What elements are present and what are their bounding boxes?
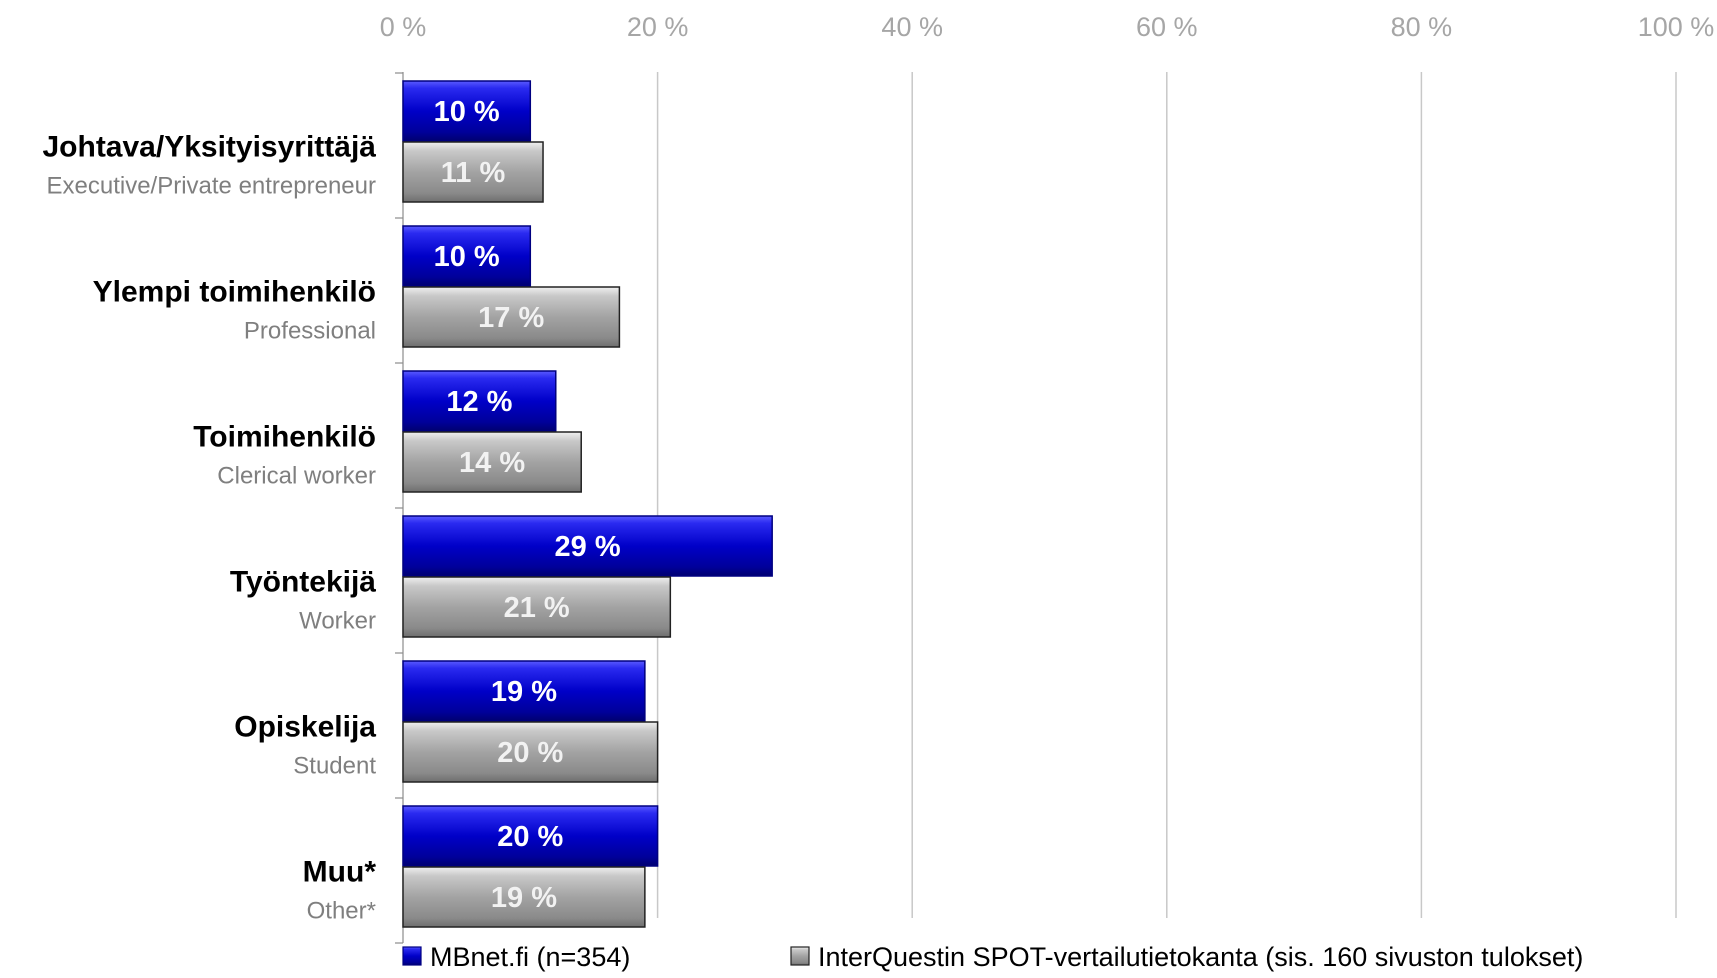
- legend: MBnet.fi (n=354) InterQuestin SPOT-vertai…: [402, 942, 1583, 972]
- category-label: Muu*: [303, 856, 377, 889]
- bar-series-2: [402, 286, 621, 348]
- bars: 10 % 10 % 12 % 29 % 19 % 20 % 11 % 17 % 14 % 21 %…: [402, 80, 773, 928]
- legend-label: InterQuestin SPOT-vertailutietokanta (si…: [818, 942, 1583, 972]
- bar-series-1: [402, 80, 532, 142]
- bar-series-1: [402, 515, 773, 577]
- bar-series-1: [402, 805, 659, 867]
- category-sublabel: Worker: [299, 608, 376, 635]
- bar-series-2: [402, 866, 646, 928]
- bar-series-2: [402, 721, 659, 783]
- bar-series-2: [402, 576, 672, 638]
- data-label: 11 %: [441, 157, 506, 189]
- x-tick-label: 40 %: [881, 12, 943, 42]
- bar-series-2: [402, 431, 582, 493]
- category-label: Opiskelija: [234, 711, 376, 744]
- data-label: 19 %: [491, 882, 557, 914]
- category-label: Johtava/Yksityisyrittäjä: [42, 131, 376, 164]
- data-label: 19 %: [491, 676, 557, 708]
- data-label: 14 %: [459, 447, 525, 479]
- x-tick-label: 20 %: [627, 12, 689, 42]
- bar-series-1: [402, 370, 557, 432]
- x-tick-label: 0 %: [380, 12, 427, 42]
- bar-series-2: [402, 141, 544, 203]
- data-label: 10 %: [434, 96, 500, 128]
- data-label: 29 %: [555, 531, 621, 563]
- legend-label: MBnet.fi (n=354): [430, 942, 630, 972]
- data-label: 21 %: [504, 592, 570, 624]
- category-sublabel: Student: [293, 753, 376, 780]
- category-sublabel: Executive/Private entrepreneur: [46, 173, 376, 200]
- legend-swatch: [402, 946, 422, 966]
- data-label: 20 %: [497, 737, 563, 769]
- data-label: 17 %: [478, 302, 544, 334]
- category-sublabel: Other*: [307, 898, 376, 925]
- category-sublabel: Clerical worker: [217, 463, 376, 490]
- legend-swatch: [790, 946, 810, 966]
- category-label: Toimihenkilö: [193, 421, 376, 454]
- bar-series-1: [402, 660, 646, 722]
- category-label: Ylempi toimihenkilö: [93, 276, 376, 309]
- bar-series-1: [402, 225, 532, 287]
- category-label: Työntekijä: [230, 566, 376, 599]
- category-labels: Johtava/Yksityisyrittäjä Executive/Privat…: [42, 131, 376, 925]
- x-axis: 0 % 20 % 40 % 60 % 80 % 100 %: [380, 12, 1715, 944]
- data-label: 12 %: [446, 386, 512, 418]
- gridlines: [656, 72, 1677, 918]
- data-label: 10 %: [434, 241, 500, 273]
- data-label: 20 %: [497, 821, 563, 853]
- category-sublabel: Professional: [244, 318, 376, 345]
- x-tick-label: 60 %: [1136, 12, 1198, 42]
- x-tick-label: 80 %: [1391, 12, 1453, 42]
- x-tick-label: 100 %: [1638, 12, 1715, 42]
